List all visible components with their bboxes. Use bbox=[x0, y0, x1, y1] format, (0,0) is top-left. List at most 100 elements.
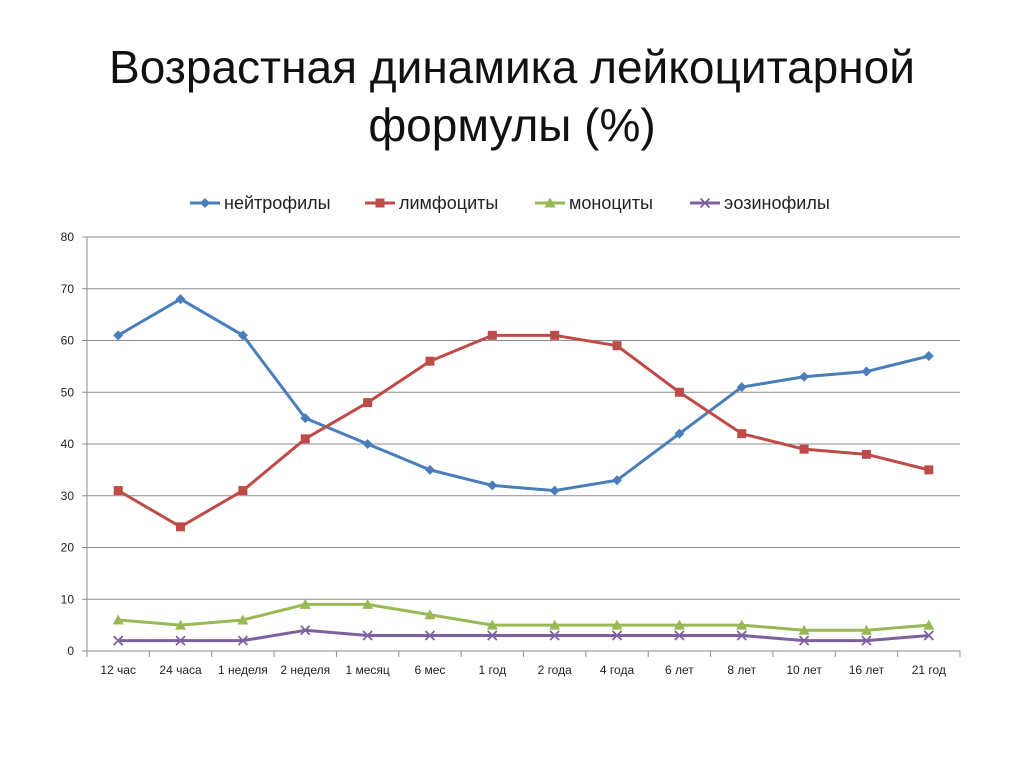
y-tick-label: 10 bbox=[61, 592, 75, 606]
data-point bbox=[175, 294, 186, 305]
data-point bbox=[736, 630, 747, 641]
data-point bbox=[112, 614, 124, 625]
data-point bbox=[798, 624, 810, 635]
y-tick-label: 50 bbox=[61, 385, 75, 399]
series-line bbox=[118, 628, 929, 643]
data-point bbox=[923, 619, 935, 630]
data-point bbox=[299, 598, 311, 609]
slide-title-line-2: формулы (%) bbox=[368, 99, 656, 151]
data-point bbox=[860, 624, 872, 635]
slide-title-line-1: Возрастная динамика лейкоцитарной bbox=[109, 41, 915, 93]
data-point bbox=[362, 598, 374, 609]
y-tick-label: 60 bbox=[61, 334, 75, 348]
data-point bbox=[861, 449, 871, 459]
x-tick-label: 2 года bbox=[538, 663, 573, 677]
data-point bbox=[486, 619, 498, 630]
data-point bbox=[424, 609, 436, 620]
x-tick-label: 10 лет bbox=[786, 663, 822, 677]
legend-marker bbox=[200, 198, 210, 208]
series-line bbox=[117, 297, 930, 493]
data-point bbox=[487, 330, 497, 340]
data-point bbox=[736, 619, 748, 630]
legend-item-нейтрофилы: нейтрофилы bbox=[190, 193, 331, 213]
data-point bbox=[175, 635, 186, 646]
x-tick-label: 12 час bbox=[100, 663, 136, 677]
data-point bbox=[424, 464, 435, 475]
legend-marker bbox=[699, 197, 711, 209]
data-point bbox=[362, 439, 373, 449]
data-point bbox=[611, 619, 623, 630]
data-point bbox=[736, 382, 747, 393]
data-point bbox=[861, 366, 872, 377]
data-point bbox=[487, 480, 498, 491]
data-point bbox=[799, 444, 809, 454]
x-axis-tick-labels: 12 час 24 часа 1 неделя 2 неделя 1 месяц 6 ме… bbox=[100, 663, 946, 677]
x-tick-label: 6 лет bbox=[665, 663, 694, 677]
data-point bbox=[737, 429, 747, 439]
y-axis-tick-labels: 0 10 20 30 40 50 60 70 80 bbox=[61, 230, 75, 658]
data-point bbox=[549, 630, 560, 641]
data-point bbox=[238, 486, 248, 496]
data-point bbox=[424, 630, 436, 641]
grid-lines bbox=[87, 236, 960, 600]
series-line bbox=[117, 333, 930, 529]
x-tick-label: 6 мес bbox=[414, 663, 445, 677]
series-эозинофилы bbox=[113, 625, 934, 646]
data-point bbox=[550, 330, 560, 340]
y-tick-label: 70 bbox=[61, 282, 75, 296]
data-point bbox=[549, 619, 561, 630]
legend-item-моноциты: моноциты bbox=[535, 193, 653, 213]
data-point bbox=[363, 398, 373, 408]
legend-label: нейтрофилы bbox=[224, 193, 331, 213]
data-point bbox=[612, 341, 622, 351]
data-point bbox=[549, 485, 560, 496]
data-point bbox=[487, 630, 498, 641]
x-tick-label: 16 лет bbox=[849, 663, 885, 677]
data-point bbox=[300, 625, 311, 636]
x-tick-label: 24 часа bbox=[159, 663, 202, 677]
legend-marker bbox=[544, 197, 556, 208]
x-tick-label: 1 неделя bbox=[218, 663, 268, 677]
data-point bbox=[237, 330, 248, 341]
data-point bbox=[798, 635, 810, 646]
data-point bbox=[923, 351, 934, 362]
data-point bbox=[861, 635, 872, 646]
data-point bbox=[300, 413, 311, 424]
slide-title: Возрастная динамика лейкоцитарной формул… bbox=[0, 38, 1024, 154]
x-tick-label: 21 год bbox=[912, 663, 946, 677]
legend-label: эозинофилы bbox=[724, 193, 830, 213]
series-line bbox=[118, 602, 929, 632]
y-tick-label: 30 bbox=[61, 489, 75, 503]
data-point bbox=[612, 475, 623, 486]
legend-label: лимфоциты bbox=[399, 193, 498, 213]
data-point bbox=[237, 635, 249, 646]
x-tick-label: 4 года bbox=[600, 663, 635, 677]
x-tick-label: 2 неделя bbox=[280, 663, 330, 677]
series-нейтрофилы bbox=[113, 294, 934, 496]
legend: нейтрофилы лимфоциты моноциты эозинофилы bbox=[190, 193, 830, 213]
legend-item-эозинофилы: эозинофилы bbox=[690, 193, 830, 213]
data-point bbox=[611, 630, 623, 641]
legend-marker bbox=[375, 198, 385, 208]
y-tick-label: 20 bbox=[61, 541, 75, 555]
series-моноциты bbox=[112, 598, 935, 635]
legend-label: моноциты bbox=[569, 193, 653, 213]
y-tick-label: 0 bbox=[67, 644, 74, 658]
data-point bbox=[300, 434, 310, 444]
data-point bbox=[362, 630, 373, 641]
data-point bbox=[113, 486, 123, 496]
data-point bbox=[175, 619, 187, 630]
data-point bbox=[673, 619, 685, 630]
axes bbox=[82, 236, 961, 657]
data-point bbox=[237, 614, 249, 625]
data-point bbox=[674, 428, 685, 439]
data-point bbox=[674, 387, 684, 397]
data-point bbox=[425, 356, 435, 366]
x-tick-label: 1 месяц bbox=[345, 663, 389, 677]
series-лимфоциты bbox=[113, 330, 934, 532]
legend-item-лимфоциты: лимфоциты bbox=[365, 193, 498, 213]
data-series bbox=[112, 294, 935, 646]
data-point bbox=[113, 635, 124, 646]
data-point bbox=[176, 522, 186, 532]
